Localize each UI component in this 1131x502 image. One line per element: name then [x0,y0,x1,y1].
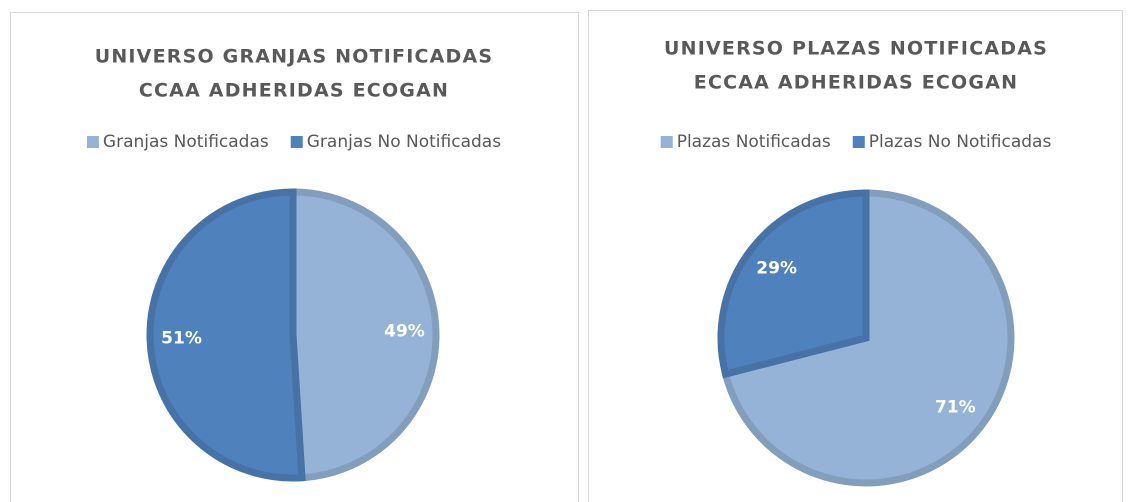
legend-swatch [86,136,99,148]
chart-title: UNIVERSO PLAZAS NOTIFICADAS [664,38,1048,60]
legend-label: Granjas Notificadas [103,132,269,152]
data-label: 29% [756,259,797,279]
legend-swatch [660,136,673,148]
data-label: 49% [384,321,425,341]
legend-swatch [290,136,303,148]
data-label: 71% [935,397,976,417]
legend-label: Plazas Notificadas [677,132,831,152]
pie-slice [289,188,440,482]
pie-slice [146,188,306,482]
chart-title: CCAA ADHERIDAS ECOGAN [139,80,449,102]
chart-title: UNIVERSO GRANJAS NOTIFICADAS [95,46,494,68]
data-label: 51% [161,329,202,349]
legend-swatch [852,136,865,148]
legend-label: Granjas No Notificadas [307,132,501,152]
legend: Plazas Notificadas Plazas No Notificadas [660,132,1052,152]
legend: Granjas Notificadas Granjas No Notificada… [86,132,501,152]
pie-slice [717,189,870,379]
chart-title: ECCAA ADHERIDAS ECOGAN [694,72,1018,94]
legend-label: Plazas No Notificadas [869,132,1052,152]
